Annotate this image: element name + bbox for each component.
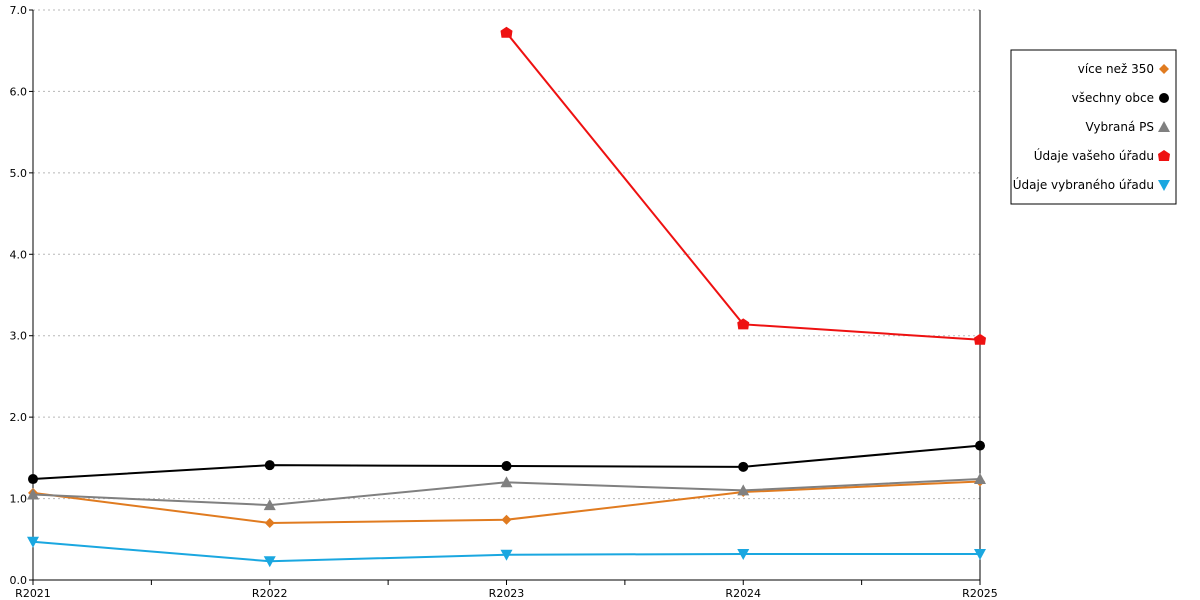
legend-marker	[1158, 121, 1170, 132]
series-layer	[27, 26, 986, 568]
data-point	[500, 26, 513, 38]
data-point	[500, 476, 513, 488]
legend-marker	[1159, 64, 1169, 74]
x-tick-label: R2025	[962, 587, 998, 600]
y-tick-label: 6.0	[10, 85, 28, 98]
legend-marker	[1158, 180, 1170, 191]
data-point	[263, 556, 276, 568]
legend-label: Údaje vybraného úřadu	[1013, 177, 1154, 192]
data-point	[500, 549, 513, 561]
series-line	[505, 32, 981, 341]
legend-marker	[1159, 93, 1169, 103]
x-tick-label: R2022	[252, 587, 288, 600]
y-tick-label: 2.0	[10, 411, 28, 424]
legend-label: všechny obce	[1072, 91, 1154, 105]
legend-box	[1010, 49, 1177, 205]
data-point	[264, 518, 275, 528]
legend-label: více než 350	[1078, 62, 1154, 76]
x-tick-label: R2021	[15, 587, 51, 600]
legend: více než 350 všechny obce Vybraná PS Údaje …	[1010, 49, 1177, 205]
data-point	[737, 318, 750, 330]
data-point	[737, 484, 750, 496]
y-tick-label: 1.0	[10, 493, 28, 506]
data-point	[264, 460, 275, 471]
data-point	[263, 499, 276, 511]
y-tick-label: 4.0	[10, 248, 28, 261]
data-point	[738, 461, 749, 472]
data-point	[27, 536, 39, 548]
data-point	[27, 488, 39, 500]
data-point	[501, 461, 512, 471]
x-tick-label: R2023	[489, 587, 525, 600]
axes: 0.0 1.0 2.0 3.0 4.0 5.0 6.0 7.0 R2021 R2022 R2023 R…	[10, 4, 998, 600]
series-1	[28, 440, 985, 485]
y-tick-label: 5.0	[10, 167, 28, 180]
data-point	[974, 333, 986, 345]
gridlines	[33, 9, 980, 500]
series-3	[500, 26, 986, 345]
x-tick-label: R2024	[725, 587, 761, 600]
data-point	[501, 514, 512, 525]
y-tick-label: 3.0	[10, 330, 28, 343]
data-point	[974, 473, 986, 485]
data-point	[28, 474, 38, 485]
data-point	[974, 548, 986, 560]
series-2	[27, 473, 986, 511]
legend-label: Údaje vašeho úřadu	[1034, 148, 1154, 163]
data-point	[975, 440, 985, 451]
series-4	[27, 536, 986, 568]
y-tick-label: 7.0	[10, 4, 28, 17]
legend-marker	[1158, 150, 1170, 161]
y-tick-label: 0.0	[10, 574, 28, 587]
legend-label: Vybraná PS	[1085, 120, 1154, 134]
data-point	[737, 548, 750, 560]
